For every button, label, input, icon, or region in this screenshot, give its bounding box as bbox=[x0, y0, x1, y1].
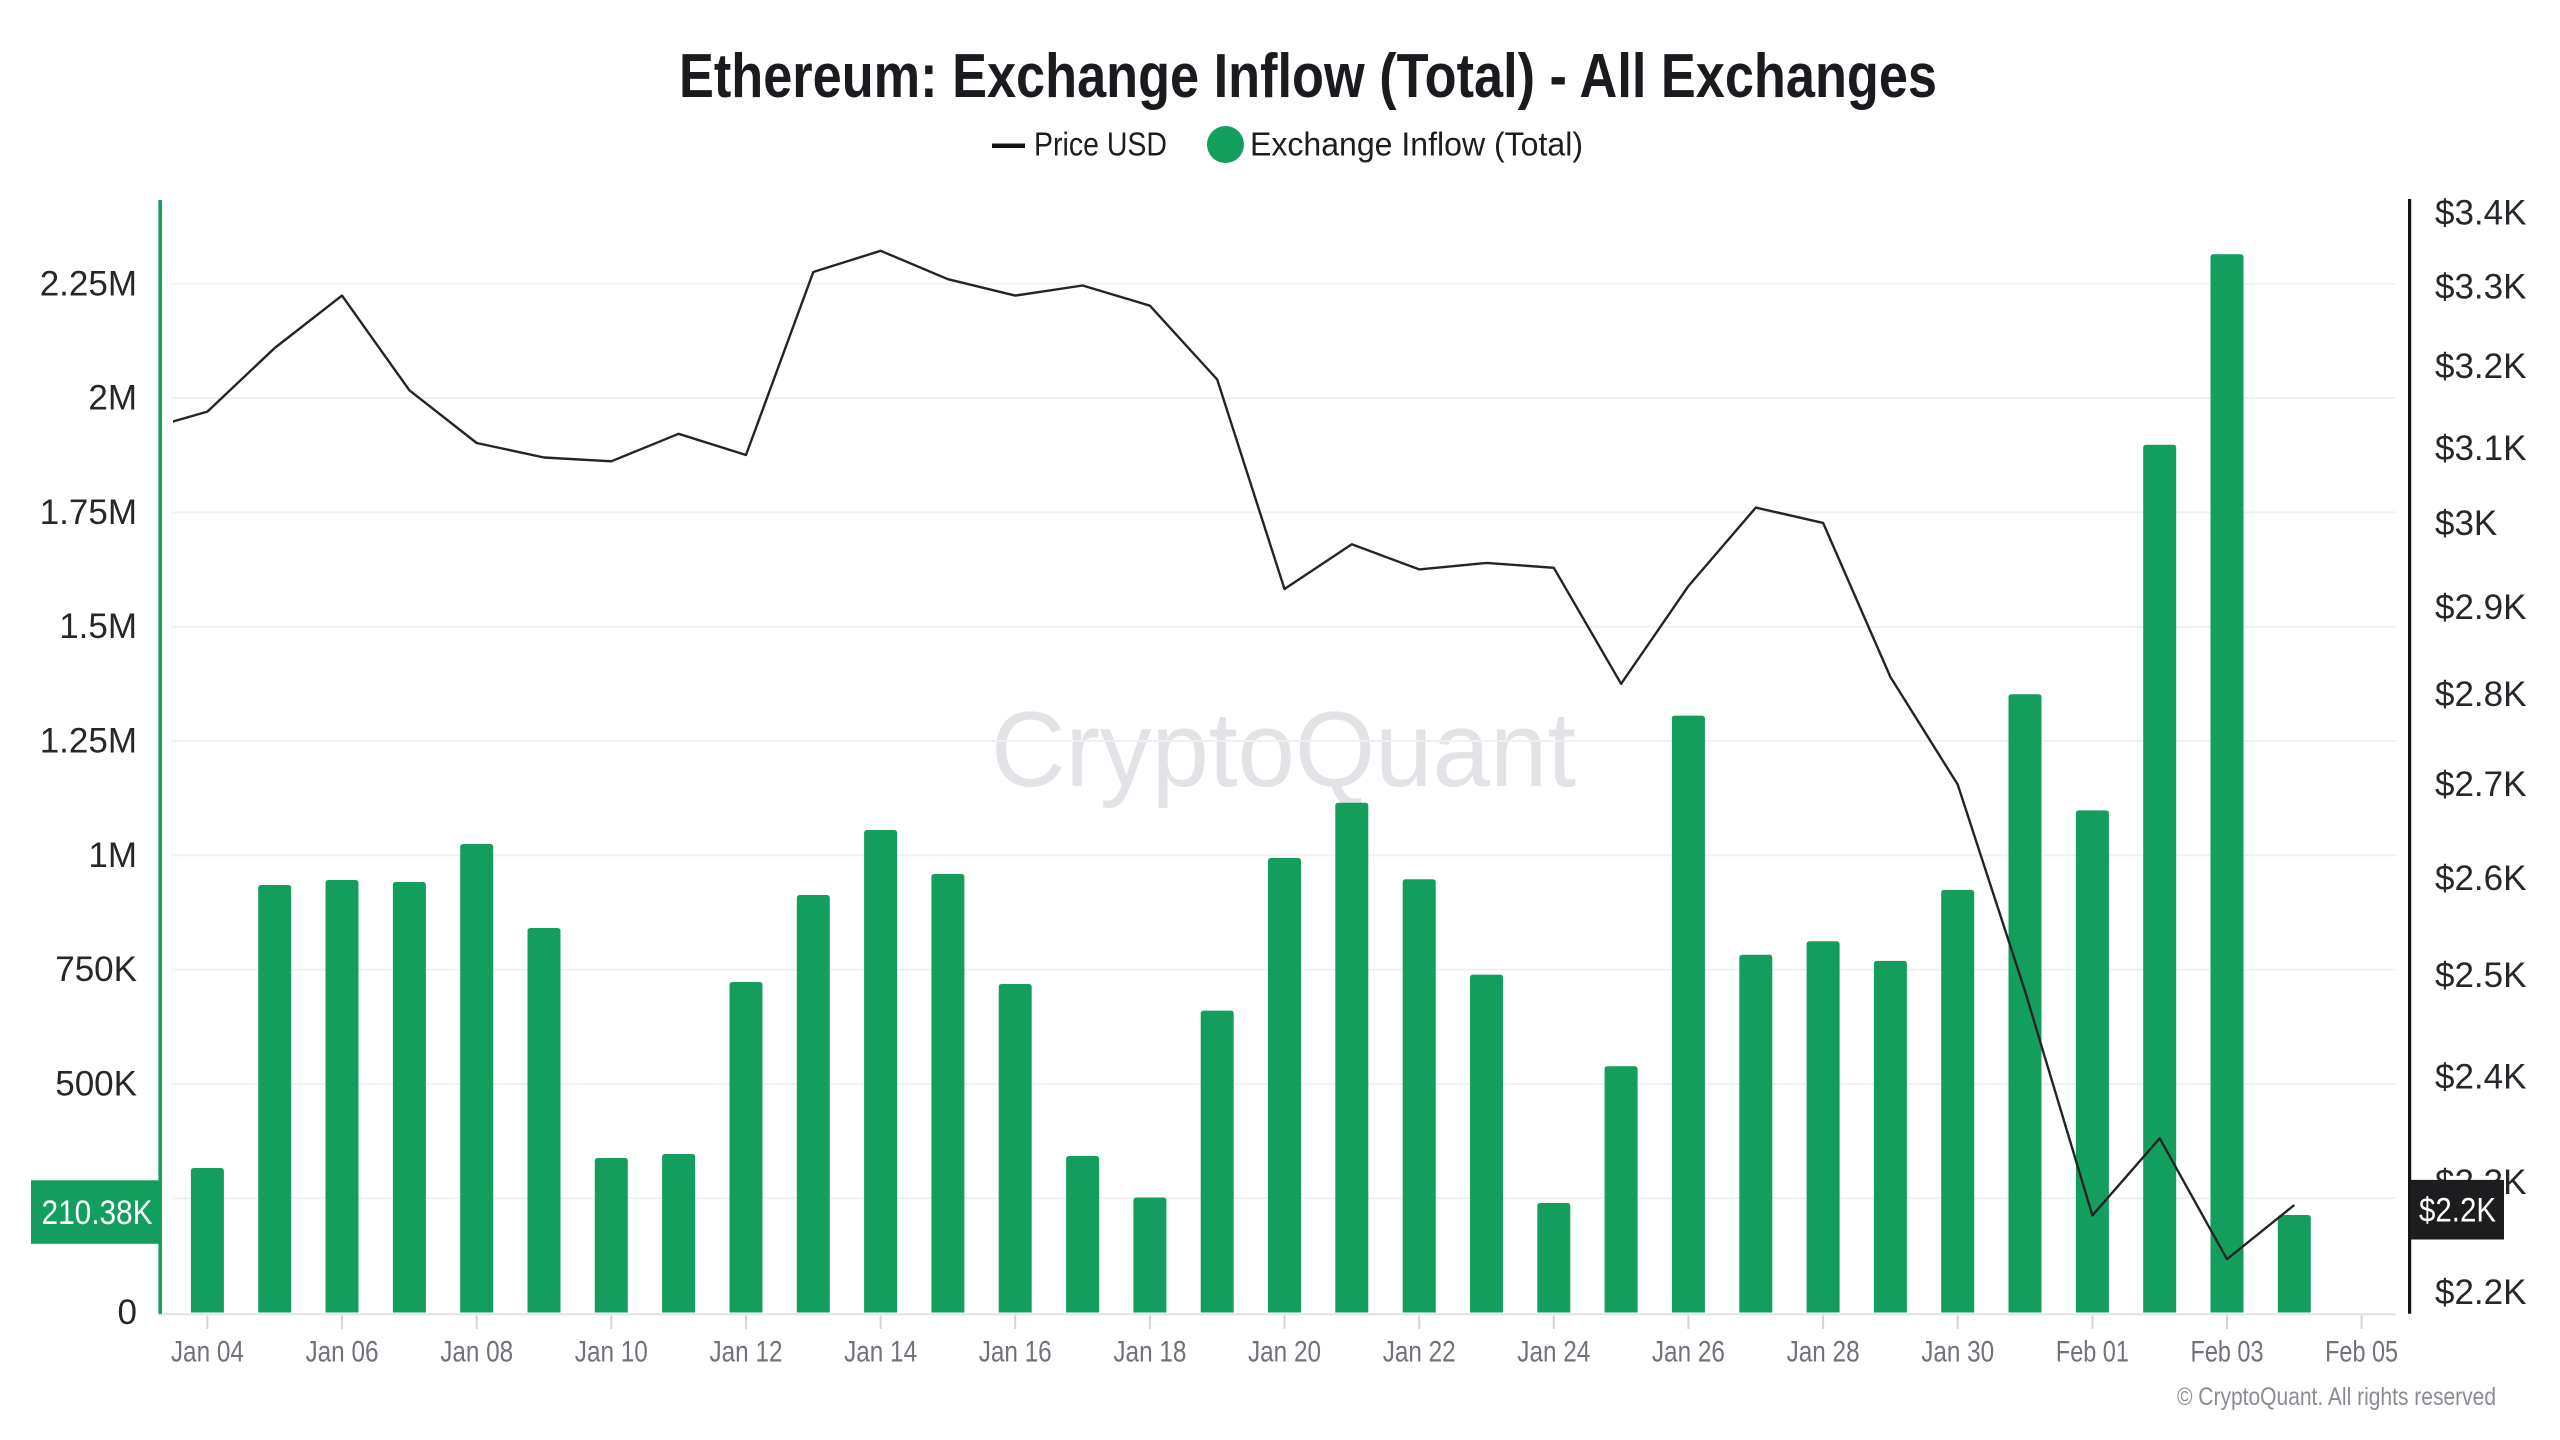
svg-text:© CryptoQuant. All rights rese: © CryptoQuant. All rights reserved bbox=[2177, 1383, 2496, 1411]
svg-text:2M: 2M bbox=[88, 379, 137, 418]
svg-text:1.25M: 1.25M bbox=[40, 722, 137, 761]
svg-text:Jan 04: Jan 04 bbox=[171, 1336, 244, 1369]
svg-text:750K: 750K bbox=[55, 950, 137, 989]
svg-text:$2.7K: $2.7K bbox=[2435, 765, 2526, 804]
svg-text:Price USD: Price USD bbox=[1034, 126, 1167, 163]
svg-text:$2.2K: $2.2K bbox=[2435, 1273, 2526, 1312]
svg-text:$2.2K: $2.2K bbox=[2419, 1192, 2496, 1230]
svg-text:$2.8K: $2.8K bbox=[2435, 675, 2526, 714]
svg-text:$3.3K: $3.3K bbox=[2435, 268, 2526, 307]
svg-text:Jan 18: Jan 18 bbox=[1113, 1336, 1186, 1369]
svg-text:Jan 22: Jan 22 bbox=[1383, 1336, 1456, 1369]
svg-text:Jan 14: Jan 14 bbox=[844, 1336, 917, 1369]
svg-text:$2.6K: $2.6K bbox=[2435, 859, 2526, 898]
svg-text:210.38K: 210.38K bbox=[42, 1194, 153, 1232]
svg-text:2.25M: 2.25M bbox=[40, 264, 137, 303]
svg-text:$3.1K: $3.1K bbox=[2435, 429, 2526, 468]
svg-text:$2.4K: $2.4K bbox=[2435, 1057, 2526, 1096]
svg-text:Jan 12: Jan 12 bbox=[710, 1336, 783, 1369]
svg-text:$3.4K: $3.4K bbox=[2435, 194, 2526, 233]
svg-text:$2.9K: $2.9K bbox=[2435, 588, 2526, 627]
svg-text:0: 0 bbox=[118, 1293, 137, 1332]
svg-text:CryptoQuant: CryptoQuant bbox=[991, 689, 1576, 809]
svg-text:Feb 03: Feb 03 bbox=[2191, 1336, 2264, 1369]
svg-text:Jan 10: Jan 10 bbox=[575, 1336, 648, 1369]
svg-text:Jan 16: Jan 16 bbox=[979, 1336, 1052, 1369]
svg-text:Jan 06: Jan 06 bbox=[306, 1336, 379, 1369]
svg-text:1.75M: 1.75M bbox=[40, 493, 137, 532]
svg-text:Feb 05: Feb 05 bbox=[2325, 1336, 2398, 1369]
svg-text:1M: 1M bbox=[88, 836, 137, 875]
svg-text:Jan 28: Jan 28 bbox=[1787, 1336, 1860, 1369]
svg-text:500K: 500K bbox=[55, 1064, 137, 1103]
svg-text:Jan 30: Jan 30 bbox=[1921, 1336, 1994, 1369]
svg-text:Jan 08: Jan 08 bbox=[440, 1336, 513, 1369]
svg-text:Jan 24: Jan 24 bbox=[1517, 1336, 1590, 1369]
svg-text:$3K: $3K bbox=[2435, 504, 2497, 543]
svg-text:$3.2K: $3.2K bbox=[2435, 347, 2526, 386]
svg-text:Exchange Inflow (Total): Exchange Inflow (Total) bbox=[1250, 126, 1583, 163]
svg-text:Jan 26: Jan 26 bbox=[1652, 1336, 1725, 1369]
svg-text:1.5M: 1.5M bbox=[59, 607, 137, 646]
svg-text:Ethereum: Exchange Inflow (Tot: Ethereum: Exchange Inflow (Total) - All … bbox=[679, 42, 1937, 111]
svg-text:Feb 01: Feb 01 bbox=[2056, 1336, 2129, 1369]
svg-text:$2.5K: $2.5K bbox=[2435, 956, 2526, 995]
svg-text:Jan 20: Jan 20 bbox=[1248, 1336, 1321, 1369]
